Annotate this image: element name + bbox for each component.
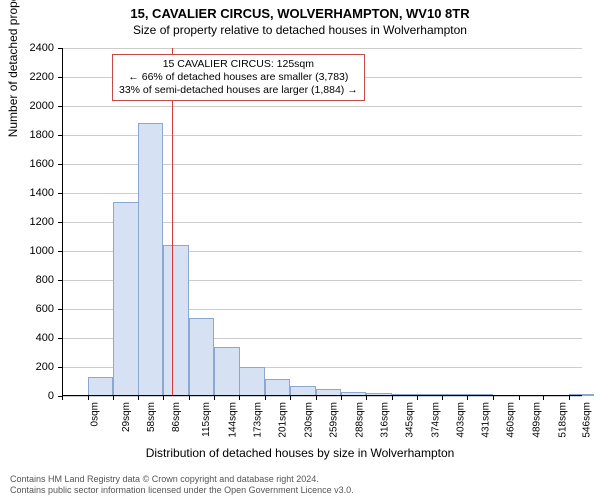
- annotation-box: 15 CAVALIER CIRCUS: 125sqm← 66% of detac…: [112, 54, 365, 101]
- x-axis-label: Distribution of detached houses by size …: [0, 446, 600, 460]
- histogram-bar: [88, 377, 114, 396]
- chart-container: 15, CAVALIER CIRCUS, WOLVERHAMPTON, WV10…: [0, 0, 600, 500]
- x-tick-label: 518sqm: [557, 402, 568, 438]
- y-tick-label: 1200: [30, 216, 54, 228]
- footer-line-2: Contains public sector information licen…: [10, 485, 354, 496]
- histogram-bar: [163, 245, 189, 396]
- x-tick-label: 259sqm: [329, 402, 340, 438]
- x-tick-mark: [366, 396, 367, 400]
- y-tick-label: 1600: [30, 158, 54, 170]
- x-tick-mark: [493, 396, 494, 400]
- x-tick-mark: [341, 396, 342, 400]
- x-tick-label: 288sqm: [354, 402, 365, 438]
- x-tick-mark: [163, 396, 164, 400]
- x-tick-label: 460sqm: [506, 402, 517, 438]
- y-tick-container: 0200400600800100012001400160018002000220…: [0, 48, 58, 396]
- x-tick-label: 173sqm: [253, 402, 264, 438]
- x-tick-mark: [417, 396, 418, 400]
- y-tick-label: 1400: [30, 187, 54, 199]
- x-tick-mark: [138, 396, 139, 400]
- x-tick-mark: [543, 396, 544, 400]
- x-tick-mark: [392, 396, 393, 400]
- annotation-line: 15 CAVALIER CIRCUS: 125sqm: [119, 58, 358, 71]
- footer-attribution: Contains HM Land Registry data © Crown c…: [10, 474, 354, 496]
- x-tick-mark: [519, 396, 520, 400]
- grid-line: [62, 106, 582, 107]
- x-tick-mark: [62, 396, 63, 400]
- histogram-bar: [138, 123, 164, 396]
- y-tick-label: 2200: [30, 71, 54, 83]
- y-tick-label: 2400: [30, 42, 54, 54]
- x-tick-label: 0sqm: [89, 402, 100, 426]
- x-tick-label: 86sqm: [171, 402, 182, 432]
- x-tick-mark: [214, 396, 215, 400]
- annotation-line: ← 66% of detached houses are smaller (3,…: [119, 71, 358, 84]
- histogram-bar: [113, 202, 139, 396]
- x-tick-label: 58sqm: [146, 402, 157, 432]
- chart-title-main: 15, CAVALIER CIRCUS, WOLVERHAMPTON, WV10…: [0, 0, 600, 21]
- x-tick-mark: [88, 396, 89, 400]
- histogram-bar: [265, 379, 291, 396]
- x-tick-label: 489sqm: [532, 402, 543, 438]
- x-tick-mark: [290, 396, 291, 400]
- chart-title-sub: Size of property relative to detached ho…: [0, 21, 600, 37]
- y-tick-label: 400: [36, 332, 54, 344]
- y-tick-label: 800: [36, 274, 54, 286]
- grid-line: [62, 48, 582, 49]
- histogram-bar: [214, 347, 240, 396]
- x-tick-mark: [569, 396, 570, 400]
- y-tick-label: 600: [36, 303, 54, 315]
- histogram-bar: [189, 318, 215, 396]
- x-tick-label: 431sqm: [480, 402, 491, 438]
- x-tick-label: 230sqm: [303, 402, 314, 438]
- y-tick-label: 0: [48, 390, 54, 402]
- x-tick-label: 374sqm: [430, 402, 441, 438]
- x-tick-mark: [265, 396, 266, 400]
- x-tick-label: 29sqm: [121, 402, 132, 432]
- x-tick-label: 115sqm: [201, 402, 212, 437]
- x-tick-label: 201sqm: [278, 402, 289, 438]
- x-tick-label: 403sqm: [456, 402, 467, 438]
- x-tick-mark: [239, 396, 240, 400]
- y-axis-line: [62, 48, 63, 396]
- y-tick-label: 1000: [30, 245, 54, 257]
- x-tick-mark: [113, 396, 114, 400]
- x-tick-mark: [189, 396, 190, 400]
- footer-line-1: Contains HM Land Registry data © Crown c…: [10, 474, 354, 485]
- histogram-bar: [239, 367, 265, 396]
- annotation-line: 33% of semi-detached houses are larger (…: [119, 84, 358, 97]
- y-tick-label: 200: [36, 361, 54, 373]
- x-tick-mark: [467, 396, 468, 400]
- x-tick-label: 144sqm: [227, 402, 238, 438]
- x-tick-label: 546sqm: [582, 402, 593, 438]
- x-tick-mark: [316, 396, 317, 400]
- x-tick-label: 316sqm: [379, 402, 390, 438]
- x-tick-label: 345sqm: [405, 402, 416, 438]
- y-tick-label: 2000: [30, 100, 54, 112]
- x-tick-mark: [442, 396, 443, 400]
- y-tick-label: 1800: [30, 129, 54, 141]
- plot-area: 15 CAVALIER CIRCUS: 125sqm← 66% of detac…: [62, 48, 582, 396]
